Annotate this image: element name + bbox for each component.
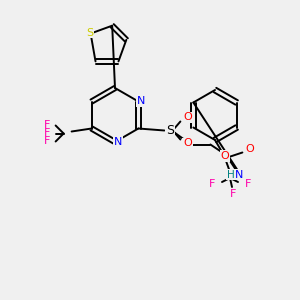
Text: F: F [44, 136, 50, 146]
Text: N: N [235, 169, 244, 179]
Text: O: O [183, 139, 192, 148]
Text: O: O [183, 112, 192, 122]
Text: F: F [44, 121, 50, 130]
Text: F: F [209, 179, 215, 189]
Text: F: F [44, 128, 50, 139]
Text: F: F [245, 179, 251, 189]
Text: S: S [86, 28, 93, 38]
Text: N: N [137, 97, 146, 106]
Text: O: O [220, 151, 230, 161]
Text: N: N [114, 137, 122, 147]
Text: H: H [226, 169, 234, 179]
Text: S: S [167, 124, 174, 137]
Text: O: O [245, 145, 254, 154]
Text: F: F [230, 189, 236, 199]
